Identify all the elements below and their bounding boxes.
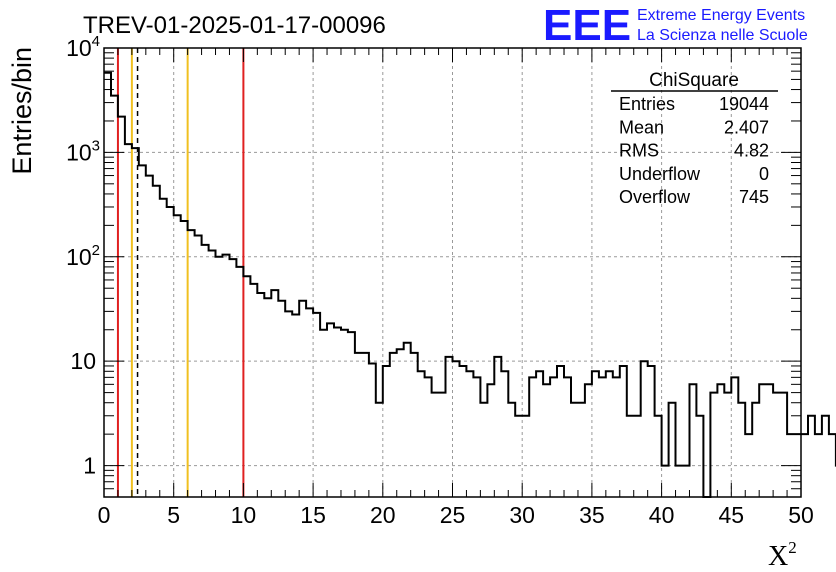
- reference-lines: [116, 48, 245, 497]
- x-tick-label: 15: [300, 502, 326, 528]
- histogram-series: [104, 71, 836, 498]
- stats-row-value: 2.407: [724, 117, 769, 137]
- eee-logo-line1: Extreme Energy Events: [637, 7, 805, 24]
- y-tick-label: 102: [66, 242, 100, 270]
- y-tick-label: 1: [83, 453, 96, 479]
- x-tick-label: 35: [579, 502, 605, 528]
- y-axis-label: Entries/bin: [7, 47, 37, 175]
- stats-rows: Entries 19044 Mean 2.407 RMS 4.82 Underflow 0 Ov…: [619, 94, 769, 207]
- x-tick-label: 20: [370, 502, 396, 528]
- x-tick-label: 5: [167, 502, 180, 528]
- stats-row-label: Underflow: [619, 164, 701, 184]
- x-axis-label: X2: [768, 538, 797, 572]
- x-tick-label: 25: [440, 502, 466, 528]
- y-tick-label: 103: [66, 137, 100, 165]
- stats-row-label: Mean: [619, 117, 664, 137]
- x-tick-label: 50: [788, 502, 814, 528]
- y-tick-label: 10: [70, 348, 96, 374]
- y-axis-ticks: 1 10 102 103 104: [66, 33, 801, 498]
- chart-title: TREV-01-2025-01-17-00096: [83, 12, 386, 39]
- eee-logo-mark: EEE: [543, 1, 631, 50]
- stats-row-value: 4.82: [734, 141, 769, 161]
- x-axis-ticks: 0 5 10 15 20 25 30 35 40 45 50: [98, 48, 814, 528]
- stats-box: ChiSquare Entries 19044 Mean 2.407 RMS 4.82 Un…: [611, 70, 778, 207]
- eee-logo-line2: La Scienza nelle Scuole: [637, 27, 808, 44]
- stats-row-value: 0: [759, 164, 769, 184]
- grid: [104, 48, 801, 497]
- stats-row-label: Entries: [619, 94, 675, 114]
- x-tick-label: 0: [98, 502, 111, 528]
- x-tick-label: 30: [509, 502, 535, 528]
- x-tick-label: 10: [231, 502, 257, 528]
- stats-row-label: RMS: [619, 141, 659, 161]
- stats-title: ChiSquare: [649, 70, 739, 91]
- x-tick-label: 45: [719, 502, 745, 528]
- eee-logo: EEE Extreme Energy Events La Scienza nel…: [543, 1, 808, 50]
- x-tick-label: 40: [649, 502, 675, 528]
- stats-row-value: 745: [739, 187, 769, 207]
- stats-row-value: 19044: [719, 94, 769, 114]
- y-tick-label: 104: [66, 33, 100, 61]
- stats-row-label: Overflow: [619, 187, 691, 207]
